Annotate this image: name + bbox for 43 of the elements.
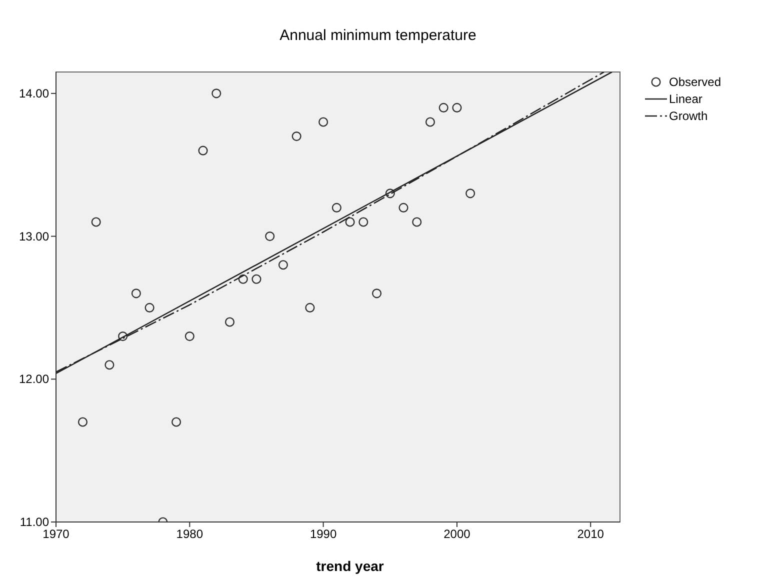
point [131,288,141,298]
point [412,217,422,227]
point [398,202,408,212]
point [265,232,275,242]
legend-label: Growth [669,109,708,123]
point [118,332,128,342]
point [318,117,328,127]
x-tick-label: 2000 [444,527,471,541]
point [345,217,355,227]
point [305,302,315,312]
point [278,260,288,270]
x-axis-title: trend year [316,558,384,574]
x-tick-label: 2010 [577,527,604,541]
y-tick-label: 12.00 [18,372,50,386]
point [224,317,235,327]
point [184,332,194,342]
point [212,88,222,98]
point [104,360,114,370]
x-tick-label: 1980 [176,527,204,541]
y-tick-label: 11.00 [20,515,50,529]
y-tick-label: 13.00 [18,229,50,244]
point [78,417,88,427]
point [372,288,382,298]
point [385,188,395,198]
point [438,102,448,112]
point [292,132,302,142]
point [358,217,368,227]
point [466,188,476,198]
point [332,202,342,212]
y-tick-label: 14.00 [18,86,50,100]
point [198,146,208,156]
point [425,117,435,127]
point [91,217,101,227]
point [238,274,248,284]
point [252,274,262,284]
legend-label: Linear [669,92,702,106]
x-tick-label: 1970 [42,527,70,541]
legend-label: Observed [669,75,722,89]
point [144,302,154,312]
point [172,417,182,427]
point [452,102,462,112]
x-tick-label: 1990 [310,527,337,541]
chart-title: Annual minimum temperature [280,27,476,44]
